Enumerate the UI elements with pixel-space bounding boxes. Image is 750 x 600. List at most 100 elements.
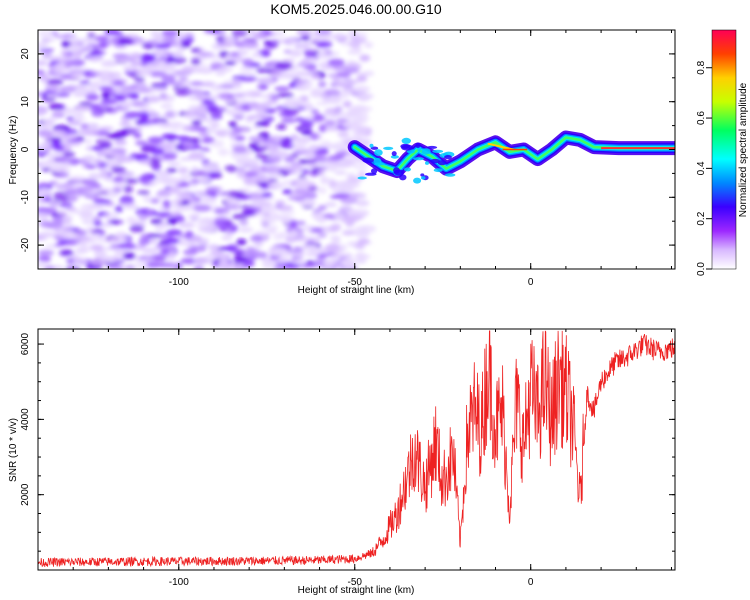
heatmap-cell	[201, 94, 211, 100]
heatmap-cell	[112, 176, 125, 183]
heatmap-cell	[38, 262, 45, 268]
heatmap-cell	[313, 113, 324, 119]
heatmap-cell	[173, 91, 190, 96]
heatmap-cell	[127, 127, 143, 132]
heatmap-cell	[46, 222, 64, 229]
heatmap-cell	[297, 235, 313, 243]
heatmap-cell	[126, 216, 137, 225]
heatmap-cell	[318, 186, 327, 195]
heatmap-cell	[304, 104, 315, 111]
heatmap-cell	[120, 157, 136, 163]
heatmap-cell	[38, 73, 50, 82]
heatmap-cell	[248, 31, 266, 36]
heatmap-cell	[274, 86, 291, 92]
heatmap-cell	[93, 198, 112, 205]
heatmap-cell	[100, 150, 110, 156]
heatmap-cell	[347, 49, 362, 55]
heatmap-cell	[142, 247, 158, 254]
heatmap-cell	[119, 122, 132, 127]
heatmap-cell	[273, 265, 289, 269]
heatmap-cell	[229, 51, 240, 57]
ridge-fragment	[432, 149, 444, 153]
heatmap-cell	[293, 180, 310, 189]
heatmap-cell	[356, 251, 366, 257]
heatmap-cell	[214, 216, 231, 223]
heatmap-cell	[69, 209, 85, 214]
heatmap-cell	[242, 209, 256, 217]
heatmap-cell	[262, 204, 278, 212]
heatmap-cell	[144, 39, 159, 47]
heatmap-cell	[331, 213, 346, 220]
heatmap-cell	[86, 226, 95, 232]
heatmap-cell	[133, 40, 147, 45]
heatmap-cell	[88, 203, 106, 209]
x-tick-label: -50	[348, 277, 363, 288]
heatmap-cell	[323, 260, 336, 267]
heatmap-cell	[276, 92, 294, 98]
heatmap-cell	[341, 231, 356, 236]
heatmap-cell	[180, 257, 198, 265]
heatmap-cell	[297, 41, 308, 48]
heatmap-cell	[324, 119, 336, 127]
colorbar-tick-label: 0.6	[696, 111, 707, 125]
heatmap-cell	[52, 197, 70, 202]
heatmap-cell	[112, 184, 126, 189]
heatmap-cell	[139, 108, 149, 114]
heatmap-cell	[105, 132, 120, 139]
heatmap-cell	[283, 100, 294, 107]
heatmap-cell	[278, 111, 296, 117]
heatmap-cell	[45, 152, 64, 158]
heatmap-cell	[248, 102, 266, 110]
heatmap-cell	[61, 53, 75, 59]
heatmap-cell	[224, 60, 236, 66]
heatmap-cell	[176, 69, 194, 74]
heatmap-cell	[334, 105, 343, 114]
heatmap-cell	[90, 103, 102, 111]
heatmap-cell	[161, 30, 179, 37]
heatmap-cell	[332, 78, 341, 83]
heatmap-cell	[324, 244, 340, 252]
heatmap-cell	[207, 125, 217, 134]
heatmap-cell	[354, 242, 366, 250]
heatmap-cell	[204, 165, 219, 171]
heatmap-cell	[47, 83, 60, 91]
heatmap-cell	[201, 158, 210, 164]
heatmap-cell	[92, 216, 102, 222]
heatmap-cell	[94, 158, 103, 164]
heatmap-cell	[100, 61, 118, 68]
heatmap-cell	[243, 260, 255, 267]
ridge-fragment	[370, 146, 379, 150]
heatmap-cell	[75, 185, 93, 193]
heatmap-cell	[328, 180, 338, 189]
heatmap-cell	[53, 147, 65, 152]
heatmap-cell	[261, 216, 273, 223]
heatmap-cell	[260, 50, 271, 58]
heatmap-cell	[160, 94, 175, 103]
heatmap-cell	[155, 243, 170, 249]
heatmap-cell	[38, 199, 46, 205]
heatmap-cell	[266, 100, 278, 105]
heatmap-cell	[67, 133, 78, 141]
x-tick-label: 0	[528, 577, 534, 588]
heatmap-cell	[292, 139, 309, 146]
heatmap-cell	[218, 223, 230, 231]
heatmap-cell	[298, 159, 309, 164]
heatmap-cell	[38, 207, 53, 212]
heatmap-cell	[352, 32, 368, 37]
heatmap-cell	[252, 136, 265, 141]
snr-x-axis-label: Height of straight line (km)	[298, 585, 415, 596]
colorbar-tick-label: 0.2	[696, 211, 707, 225]
heatmap-cell	[236, 262, 246, 267]
ridge-fragment	[374, 149, 383, 157]
heatmap-cell	[238, 226, 254, 233]
heatmap-cell	[77, 44, 95, 52]
heatmap-cell	[231, 30, 248, 37]
heatmap-cell	[241, 58, 254, 66]
heatmap-cell	[38, 91, 43, 97]
heatmap-cell	[302, 151, 316, 156]
x-tick-label: -50	[348, 577, 363, 588]
heatmap-cell	[221, 128, 234, 134]
heatmap-cell	[217, 262, 234, 269]
heatmap-cell	[120, 100, 134, 109]
